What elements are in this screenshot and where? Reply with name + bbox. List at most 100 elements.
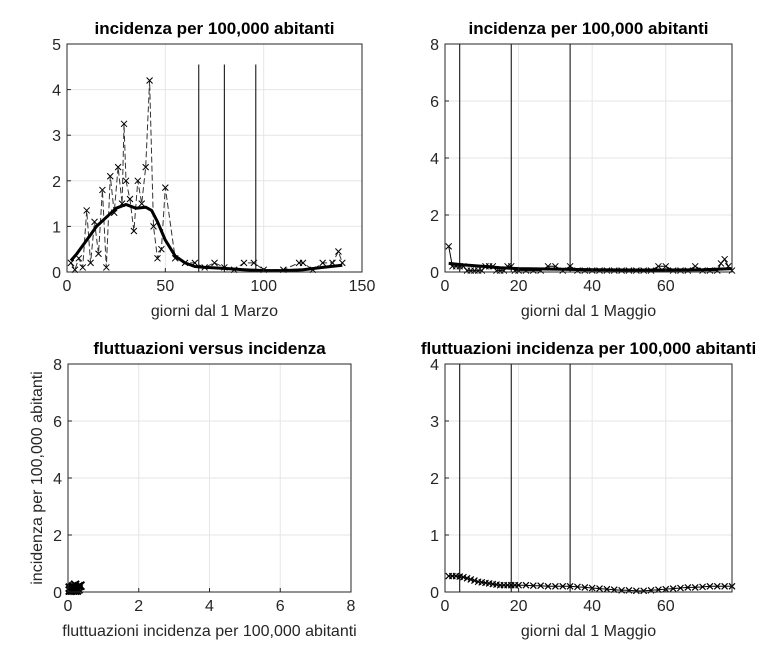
x-tick-label: 20 — [510, 278, 528, 295]
data-point — [574, 583, 581, 591]
chart-title: incidenza per 100,000 abitanti — [95, 19, 335, 38]
x-tick-label: 40 — [583, 598, 601, 615]
x-tick-label: 20 — [510, 598, 528, 615]
x-axis-label: fluttuazioni incidenza per 100,000 abita… — [62, 623, 356, 640]
y-axis-label: incidenza per 100,000 abitanti — [29, 371, 46, 585]
data-point — [299, 259, 307, 267]
y-tick-label: 2 — [430, 471, 439, 488]
data-point — [99, 186, 106, 194]
data-point — [240, 259, 248, 267]
data-point — [161, 184, 169, 191]
x-tick-label: 6 — [276, 598, 285, 615]
series-1 — [445, 572, 736, 595]
data-point — [130, 227, 138, 235]
y-tick-label: 4 — [430, 357, 439, 374]
data-point — [67, 259, 75, 267]
chart-title: incidenza per 100,000 abitanti — [469, 19, 709, 38]
data-point — [559, 582, 567, 590]
data-point — [150, 223, 157, 230]
data-point — [566, 582, 574, 590]
data-point — [581, 584, 589, 591]
data-point — [706, 582, 714, 590]
data-point — [106, 172, 114, 180]
data-point — [79, 264, 87, 271]
x-tick-label: 8 — [347, 598, 356, 615]
data-point — [691, 584, 699, 591]
data-point — [335, 248, 342, 255]
data-point — [537, 582, 545, 590]
subplot-3: 0 2 4 6 8 0 2 4 6 8 fluttuazioni versus incidenza f… — [29, 339, 357, 640]
y-tick-label: 0 — [53, 585, 62, 602]
data-point — [721, 582, 729, 590]
subplot-2: 0 20 40 60 0 2 4 6 8 incidenza per 100,000 abitan… — [430, 19, 736, 320]
data-point — [134, 177, 142, 185]
data-point — [154, 254, 161, 262]
y-tick-label: 1 — [430, 528, 439, 545]
y-tick-label: 3 — [430, 414, 439, 431]
chart-title: fluttuazioni incidenza per 100,000 abita… — [421, 339, 756, 358]
series-1 — [67, 77, 346, 274]
x-axis-label: giorni dal 1 Maggio — [521, 303, 656, 320]
x-tick-label: 0 — [441, 598, 450, 615]
data-point — [95, 250, 102, 258]
data-point — [211, 259, 218, 267]
data-point — [551, 582, 559, 590]
series-2 — [69, 203, 343, 273]
y-tick-label: 3 — [52, 128, 61, 145]
x-tick-label: 0 — [441, 278, 450, 295]
y-tick-label: 8 — [430, 37, 439, 54]
data-point — [142, 163, 150, 171]
x-axis-label: giorni dal 1 Marzo — [151, 303, 278, 320]
series-2 — [448, 261, 733, 272]
data-point — [250, 259, 258, 267]
data-point — [138, 200, 146, 207]
data-point — [91, 218, 98, 226]
data-point — [721, 255, 728, 263]
x-tick-label: 2 — [134, 598, 143, 615]
data-point — [684, 584, 692, 591]
data-point — [713, 582, 721, 590]
data-point — [87, 259, 94, 267]
y-tick-label: 0 — [430, 265, 439, 282]
data-point — [146, 77, 153, 84]
data-point — [655, 262, 662, 270]
data-point — [83, 207, 91, 214]
series-line — [70, 80, 343, 271]
data-point — [319, 259, 327, 267]
data-point — [603, 585, 611, 593]
x-tick-label: 0 — [64, 598, 73, 615]
x-tick-label: 60 — [657, 278, 675, 295]
x-tick-label: 100 — [250, 278, 277, 295]
y-tick-label: 4 — [53, 471, 62, 488]
series-1 — [65, 580, 86, 596]
data-point — [75, 254, 83, 262]
data-point — [114, 163, 122, 171]
x-tick-label: 4 — [205, 598, 214, 615]
x-tick-label: 50 — [156, 278, 174, 295]
smoothed-line — [69, 203, 343, 273]
y-tick-label: 6 — [430, 94, 439, 111]
y-tick-label: 8 — [53, 357, 62, 374]
data-point — [662, 262, 670, 270]
y-tick-label: 4 — [52, 83, 61, 100]
data-point — [669, 585, 677, 593]
data-point — [445, 242, 453, 250]
x-axis-label: giorni dal 1 Maggio — [521, 623, 656, 640]
data-point — [544, 582, 552, 590]
x-tick-label: 150 — [349, 278, 376, 295]
y-tick-label: 4 — [430, 151, 439, 168]
data-point — [120, 120, 128, 128]
data-point — [632, 587, 640, 595]
x-tick-label: 0 — [63, 278, 72, 295]
y-tick-label: 2 — [430, 208, 439, 225]
data-point — [699, 583, 706, 591]
data-point — [529, 582, 537, 590]
y-tick-label: 0 — [430, 585, 439, 602]
y-tick-label: 2 — [52, 174, 61, 191]
data-point — [158, 245, 165, 253]
data-point — [596, 585, 603, 593]
subplot-1: 0 50 100 150 0 1 2 3 4 5 incidenza per 100,000 abi… — [52, 19, 375, 320]
y-tick-label: 0 — [52, 265, 61, 282]
